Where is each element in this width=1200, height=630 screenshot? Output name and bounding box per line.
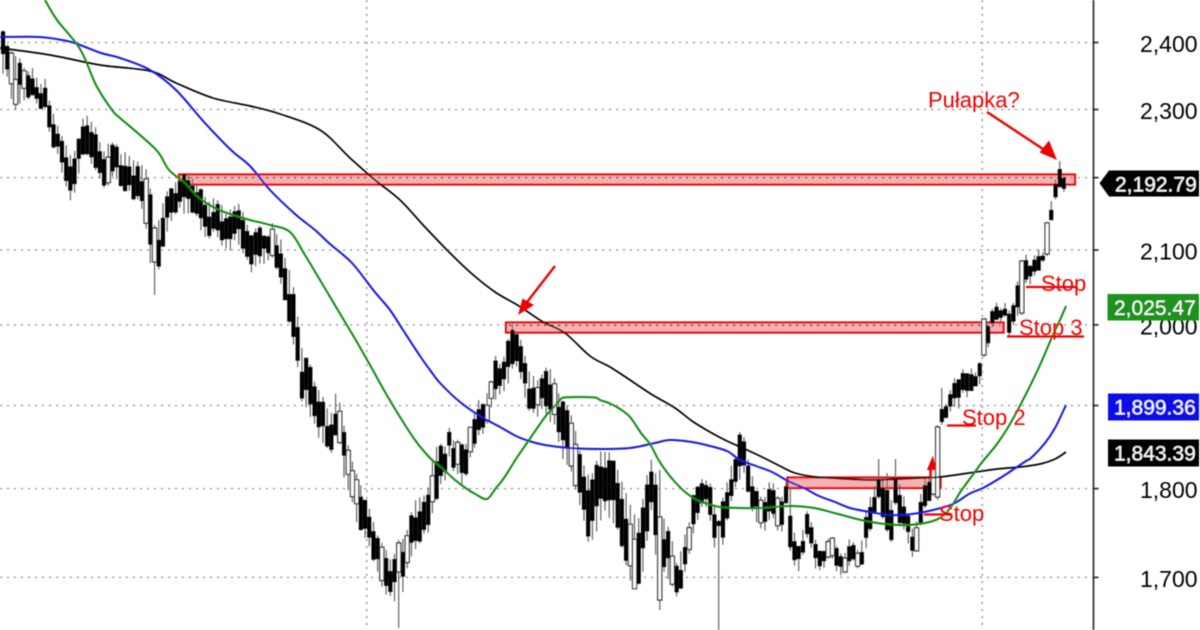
svg-text:Stop: Stop bbox=[1041, 271, 1086, 296]
svg-text:1,843.39: 1,843.39 bbox=[1114, 443, 1196, 466]
svg-text:Pułapka?: Pułapka? bbox=[928, 88, 1020, 113]
svg-text:1,899.36: 1,899.36 bbox=[1114, 397, 1196, 420]
svg-text:2,192.79: 2,192.79 bbox=[1115, 174, 1197, 197]
svg-text:2,400: 2,400 bbox=[1140, 31, 1198, 57]
svg-text:Stop: Stop bbox=[939, 501, 984, 526]
svg-text:2,025.47: 2,025.47 bbox=[1114, 297, 1196, 320]
svg-text:2,300: 2,300 bbox=[1140, 98, 1198, 124]
svg-text:Stop 2: Stop 2 bbox=[962, 405, 1026, 430]
svg-text:1,700: 1,700 bbox=[1140, 566, 1198, 592]
svg-text:1,800: 1,800 bbox=[1140, 477, 1198, 503]
svg-text:Stop 3: Stop 3 bbox=[1019, 315, 1083, 340]
svg-text:2,100: 2,100 bbox=[1140, 239, 1198, 265]
